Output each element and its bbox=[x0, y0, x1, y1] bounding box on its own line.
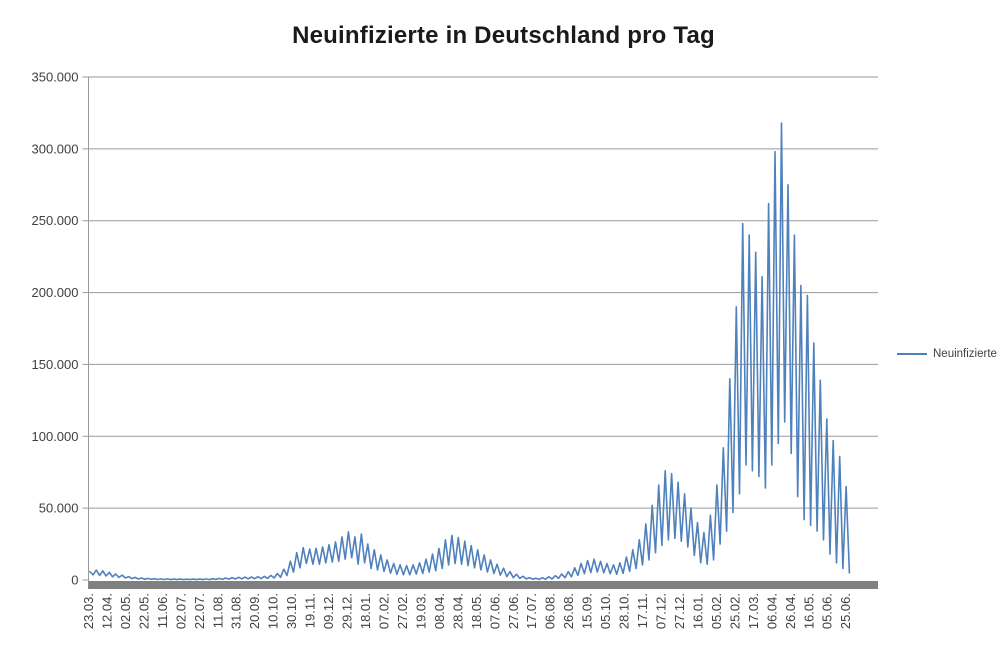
x-axis-label: 30.10. bbox=[284, 593, 299, 629]
data-line-neuinfizierte bbox=[89, 122, 851, 581]
x-axis-label: 12.04. bbox=[99, 593, 114, 629]
x-axis-label: 09.12. bbox=[321, 593, 336, 629]
x-axis-label: 22.07. bbox=[192, 593, 207, 629]
x-axis-label: 27.02. bbox=[395, 593, 410, 629]
x-axis-label: 10.10. bbox=[266, 593, 281, 629]
x-axis-label: 27.12. bbox=[672, 593, 687, 629]
x-axis-label: 18.05. bbox=[469, 593, 484, 629]
x-axis-label: 05.02. bbox=[709, 593, 724, 629]
x-axis-label: 05.06. bbox=[820, 593, 835, 629]
y-axis-label: 0 bbox=[71, 573, 78, 588]
x-axis-label: 27.06. bbox=[506, 593, 521, 629]
x-axis-label: 07.06. bbox=[487, 593, 502, 629]
x-axis-label: 23.03. bbox=[81, 593, 96, 629]
legend: Neuinfizierte bbox=[897, 348, 997, 360]
x-axis-label: 28.10. bbox=[617, 593, 632, 629]
x-axis-label: 29.12. bbox=[340, 593, 355, 629]
x-axis-label: 15.09. bbox=[580, 593, 595, 629]
chart-title: Neuinfizierte in Deutschland pro Tag bbox=[292, 22, 715, 49]
y-axis-label: 350.000 bbox=[32, 70, 79, 85]
legend-series-label: Neuinfizierte bbox=[933, 348, 997, 360]
x-axis-label: 17.03. bbox=[746, 593, 761, 629]
x-axis-label: 16.01. bbox=[690, 593, 705, 629]
x-axis-label: 19.11. bbox=[303, 593, 318, 628]
legend-line-swatch bbox=[897, 353, 927, 355]
x-axis-label: 31.08. bbox=[229, 593, 244, 629]
x-axis-label: 17.07. bbox=[524, 593, 539, 629]
x-axis-label: 25.06. bbox=[838, 593, 853, 629]
x-axis-label: 18.01. bbox=[358, 593, 373, 629]
x-axis-label: 05.10. bbox=[598, 593, 613, 629]
x-axis-label: 16.05. bbox=[801, 593, 816, 629]
x-axis-label: 11.08. bbox=[210, 593, 225, 628]
x-axis-label: 26.04. bbox=[783, 593, 798, 629]
x-axis-label: 26.08. bbox=[561, 593, 576, 629]
x-axis-bar bbox=[88, 581, 878, 589]
x-axis-label: 06.08. bbox=[543, 593, 558, 629]
y-axis-label: 250.000 bbox=[32, 213, 79, 228]
x-axis-label: 17.11. bbox=[635, 593, 650, 628]
x-axis-label: 11.06. bbox=[155, 593, 170, 628]
x-axis-label: 02.07. bbox=[173, 593, 188, 629]
x-axis-label: 06.04. bbox=[764, 593, 779, 629]
x-axis-label: 25.02. bbox=[727, 593, 742, 629]
x-axis-label: 19.03. bbox=[413, 593, 428, 629]
y-axis-label: 200.000 bbox=[32, 285, 79, 300]
y-axis-label: 100.000 bbox=[32, 429, 79, 444]
y-axis-label: 300.000 bbox=[32, 141, 79, 156]
y-axis-label: 150.000 bbox=[32, 357, 79, 372]
x-axis-label: 07.12. bbox=[654, 593, 669, 629]
x-axis-label: 22.05. bbox=[136, 593, 151, 629]
x-axis-label: 28.04. bbox=[450, 593, 465, 629]
x-axis-label: 08.04. bbox=[432, 593, 447, 629]
x-axis-label: 20.09. bbox=[247, 593, 262, 629]
x-axis-label: 02.05. bbox=[118, 593, 133, 629]
y-axis-label: 50.000 bbox=[39, 501, 79, 516]
x-axis-label: 07.02. bbox=[376, 593, 391, 629]
